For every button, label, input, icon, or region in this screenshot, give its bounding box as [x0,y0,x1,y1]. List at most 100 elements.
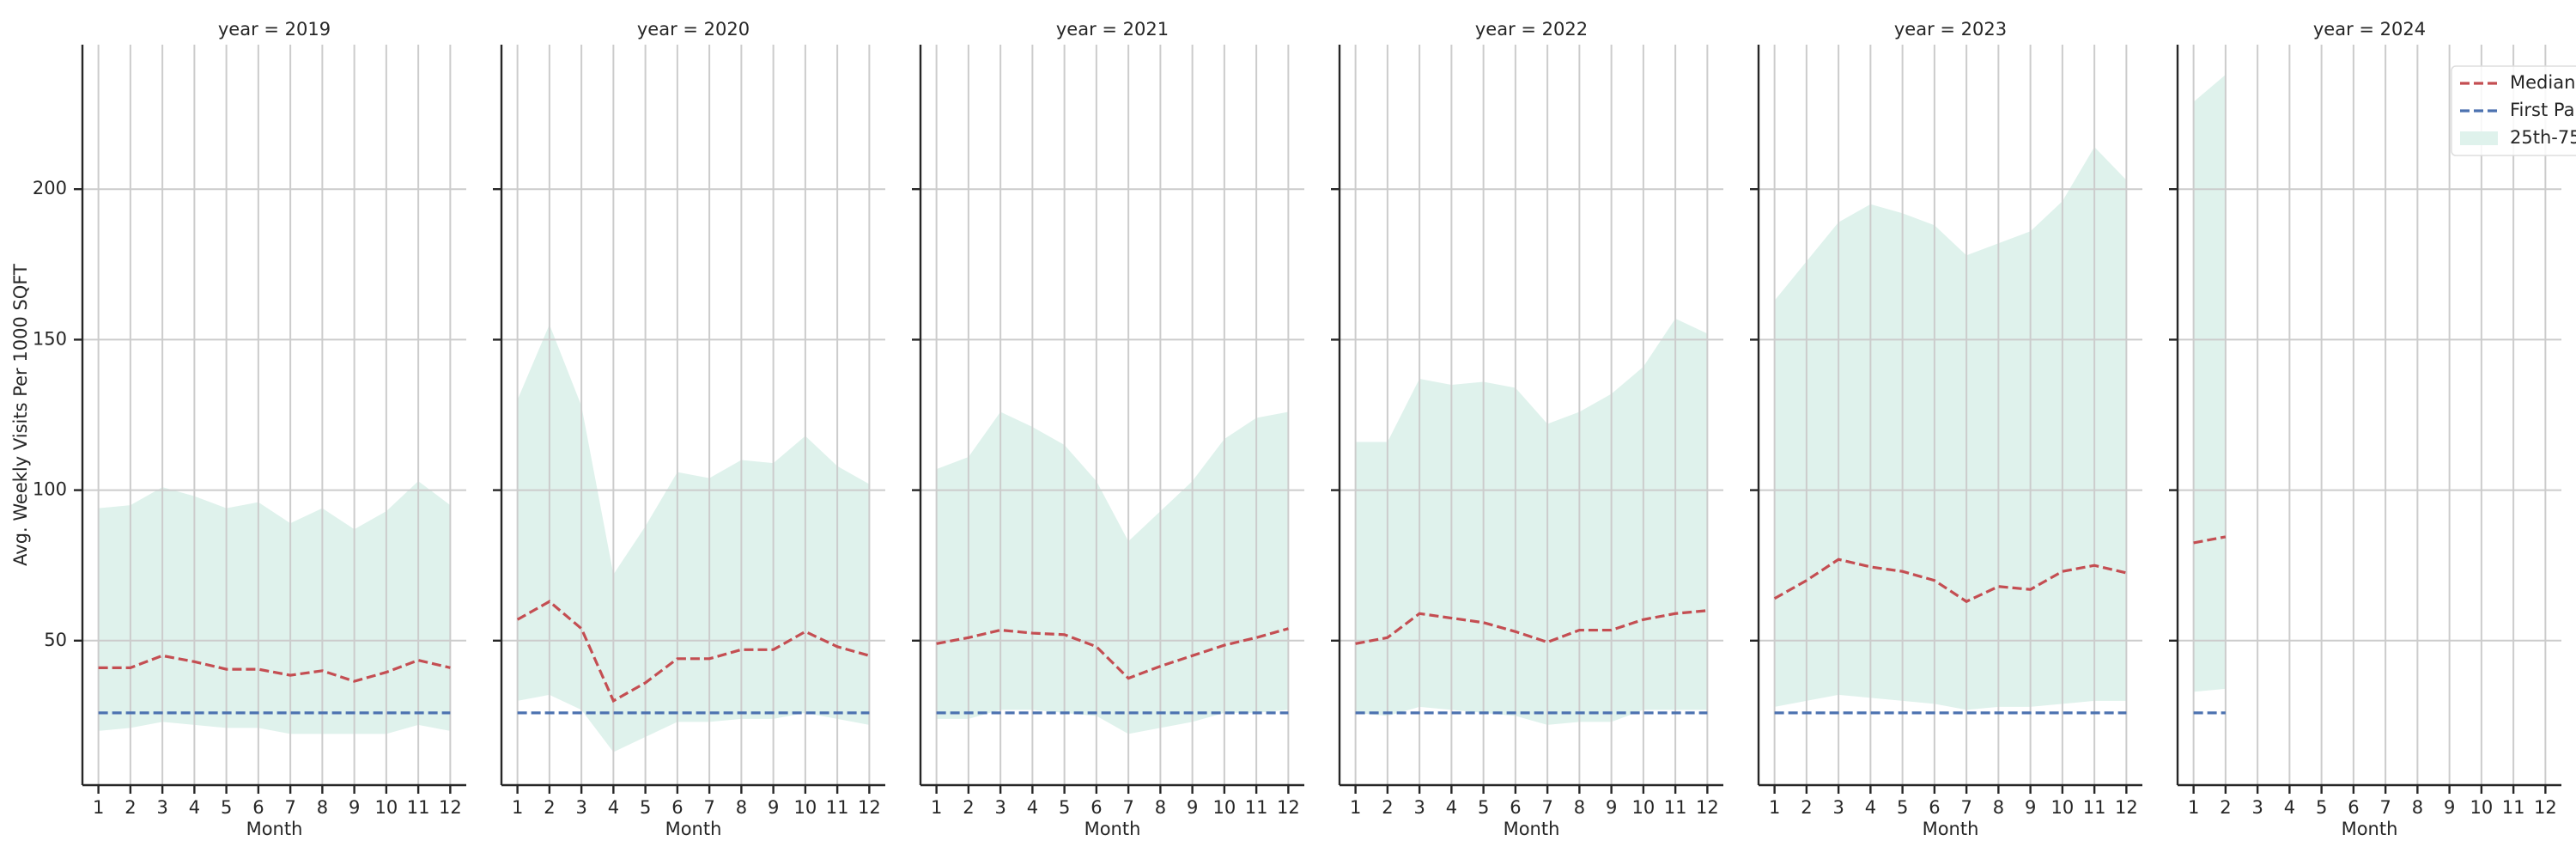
x-tick-label: 11 [2083,797,2106,818]
x-tick-label: 3 [2251,797,2263,818]
x-axis-label: Month [2342,819,2398,839]
x-tick-label: 5 [1478,797,1489,818]
x-tick-label: 6 [671,797,683,818]
x-tick-label: 8 [1155,797,1166,818]
x-tick-label: 6 [1510,797,1521,818]
x-tick-label: 6 [1929,797,1940,818]
series-line [98,654,451,683]
x-tick-label: 7 [1541,797,1552,818]
x-tick-label: 5 [221,797,232,818]
x-tick-label: 10 [1632,797,1656,818]
series-line [936,627,1289,680]
x-tick-label: 6 [252,797,264,818]
x-tick-label: 8 [2412,797,2423,818]
series-line [516,600,870,704]
percentile-band [1774,147,2127,710]
x-tick-label: 7 [284,797,295,818]
x-tick-label: 1 [2188,797,2199,818]
facet-title: year = 2024 [2313,19,2426,40]
x-tick-label: 4 [608,797,619,818]
percentile-band [517,324,870,752]
x-tick-label: 5 [640,797,651,818]
facet-title: year = 2023 [1894,19,2007,40]
x-tick-label: 11 [1245,797,1268,818]
x-tick-label: 4 [2284,797,2295,818]
x-tick-label: 2 [963,797,974,818]
x-tick-label: 12 [1696,797,1719,818]
x-tick-label: 5 [1897,797,1908,818]
x-tick-label: 11 [826,797,849,818]
x-tick-label: 2 [1801,797,1812,818]
percentile-band [98,481,451,734]
x-tick-label: 10 [375,797,398,818]
facet-title: year = 2022 [1475,19,1588,40]
percentile-band [936,411,1289,734]
x-tick-label: 7 [1960,797,1971,818]
x-tick-label: 2 [2220,797,2231,818]
x-tick-label: 11 [2502,797,2525,818]
x-tick-label: 10 [794,797,817,818]
x-tick-label: 12 [2115,797,2138,818]
x-tick-label: 11 [1664,797,1687,818]
x-tick-label: 10 [2470,797,2494,818]
x-tick-label: 9 [1187,797,1198,818]
x-axis-label: Month [1923,819,1979,839]
x-tick-label: 1 [93,797,104,818]
x-tick-label: 6 [2348,797,2359,818]
x-axis-label: Month [1504,819,1560,839]
x-tick-label: 8 [1993,797,2004,818]
x-tick-label: 11 [407,797,430,818]
x-tick-label: 1 [1769,797,1780,818]
x-axis-label: Month [1084,819,1141,839]
x-axis-label: Month [665,819,722,839]
x-tick-label: 6 [1091,797,1102,818]
x-tick-label: 7 [2379,797,2391,818]
x-tick-label: 10 [1213,797,1236,818]
x-tick-label: 7 [1122,797,1133,818]
x-axis-label: Month [246,819,303,839]
x-tick-label: 5 [1059,797,1070,818]
y-axis-label: Avg. Weekly Visits Per 1000 SQFT [10,264,31,566]
x-tick-label: 12 [2534,797,2557,818]
x-tick-label: 9 [349,797,360,818]
x-tick-label: 8 [736,797,747,818]
y-tick-label: 50 [44,630,67,650]
x-tick-label: 3 [1832,797,1844,818]
x-tick-label: 12 [858,797,881,818]
x-tick-label: 3 [156,797,167,818]
x-tick-label: 12 [1277,797,1300,818]
x-tick-label: 3 [1413,797,1425,818]
percentile-band [2193,75,2226,692]
x-tick-label: 8 [317,797,328,818]
legend-label: First Party Median [2510,100,2576,120]
series-line [2193,535,2227,545]
x-tick-label: 3 [575,797,586,818]
legend: Median First Party Median 25th-75th Percen… [2451,65,2576,156]
facet-title: year = 2021 [1056,19,1169,40]
x-tick-label: 3 [994,797,1005,818]
x-tick-label: 1 [512,797,523,818]
legend-label: Median [2510,72,2575,93]
x-tick-label: 4 [189,797,200,818]
x-tick-label: 8 [1574,797,1585,818]
x-tick-label: 10 [2051,797,2075,818]
y-tick-label: 150 [33,328,67,349]
x-tick-label: 9 [1606,797,1617,818]
x-tick-label: 4 [1865,797,1876,818]
x-tick-label: 12 [439,797,462,818]
legend-swatch [2460,131,2498,145]
x-tick-label: 9 [2444,797,2455,818]
x-tick-label: 1 [1350,797,1361,818]
x-tick-label: 2 [125,797,136,818]
percentile-band [1355,318,1708,725]
x-tick-label: 7 [703,797,714,818]
facet-title: year = 2020 [637,19,750,40]
legend-label: 25th-75th Percentile [2510,127,2576,148]
